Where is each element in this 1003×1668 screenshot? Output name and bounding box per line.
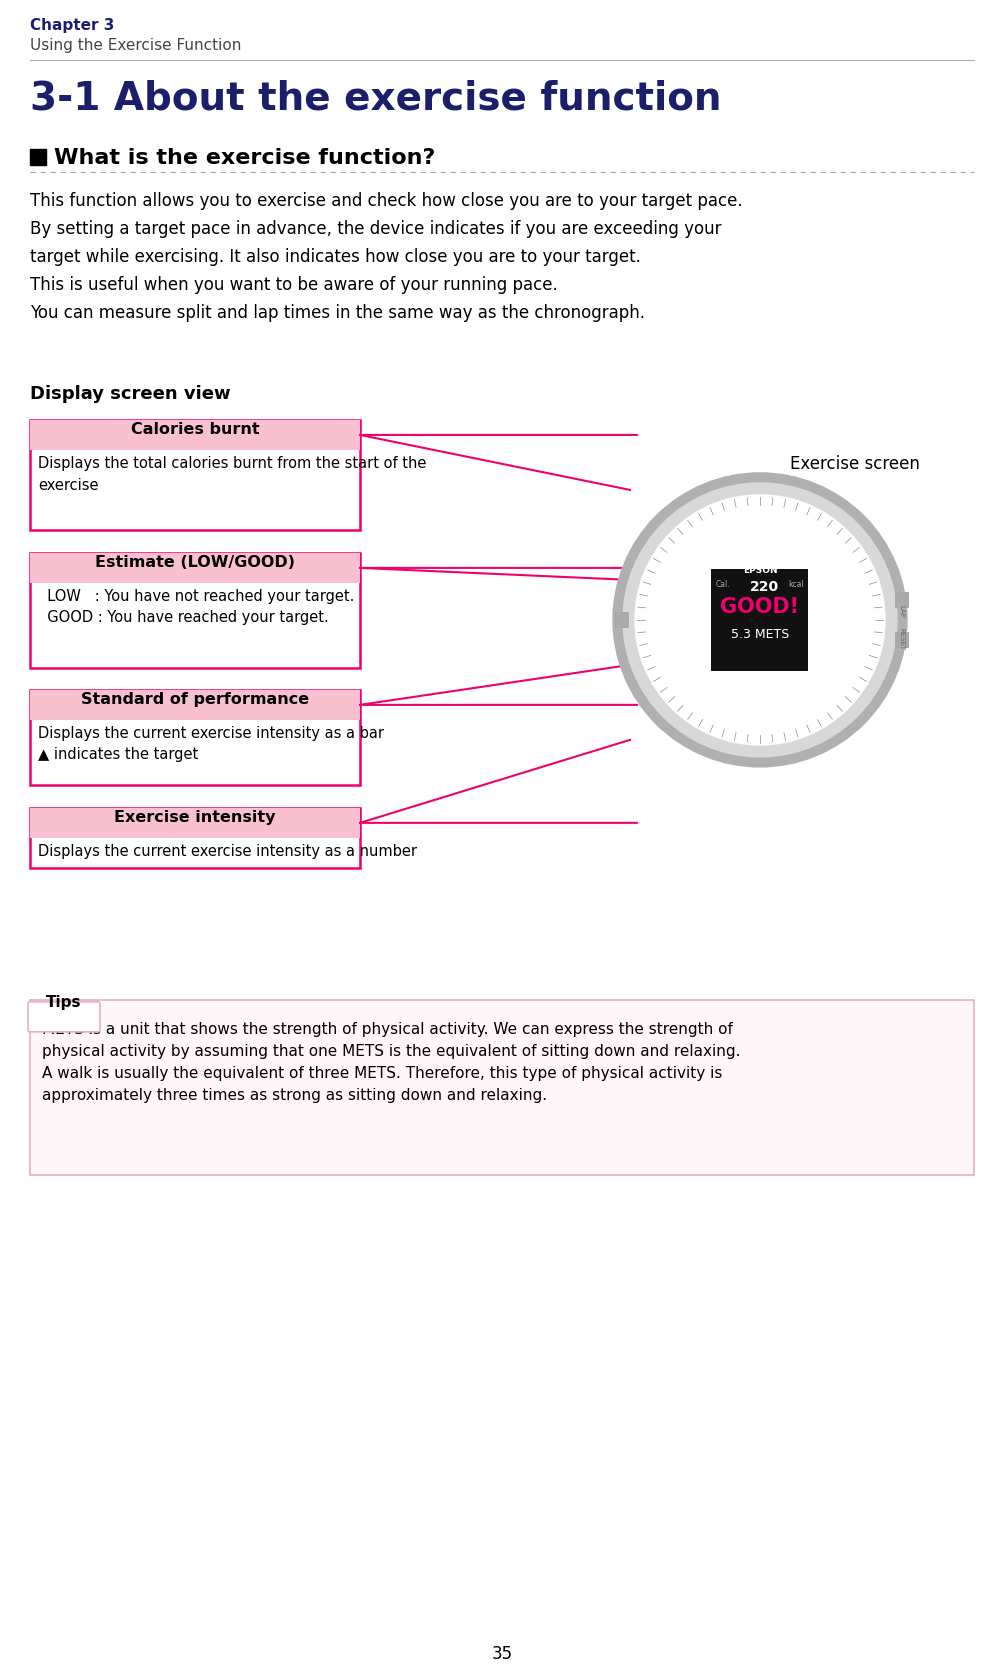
Text: By setting a target pace in advance, the device indicates if you are exceeding y: By setting a target pace in advance, the… <box>30 220 721 239</box>
Bar <box>30 420 360 450</box>
Circle shape <box>613 474 906 767</box>
Text: 35: 35 <box>490 1645 513 1663</box>
Circle shape <box>623 484 896 757</box>
Text: GOOD!: GOOD! <box>720 597 798 617</box>
Bar <box>30 691 360 786</box>
Bar <box>615 612 628 627</box>
Text: You can measure split and lap times in the same way as the chronograph.: You can measure split and lap times in t… <box>30 304 644 322</box>
Text: kcal: kcal <box>787 580 802 589</box>
Bar <box>30 420 360 530</box>
Text: METS is a unit that shows the strength of physical activity. We can express the : METS is a unit that shows the strength o… <box>42 1022 740 1104</box>
Text: 220: 220 <box>749 580 778 594</box>
Circle shape <box>634 495 884 746</box>
Text: Chapter 3: Chapter 3 <box>30 18 114 33</box>
Bar <box>30 999 973 1174</box>
Text: target while exercising. It also indicates how close you are to your target.: target while exercising. It also indicat… <box>30 249 640 265</box>
Text: Tips: Tips <box>46 994 81 1009</box>
Text: RESET: RESET <box>897 627 903 651</box>
Text: 3-1 About the exercise function: 3-1 About the exercise function <box>30 80 721 118</box>
Bar <box>894 632 908 647</box>
Text: This is useful when you want to be aware of your running pace.: This is useful when you want to be aware… <box>30 275 558 294</box>
Text: LOW   : You have not reached your target.
  GOOD : You have reached your target.: LOW : You have not reached your target. … <box>38 589 354 626</box>
Bar <box>30 807 360 837</box>
Text: Exercise screen: Exercise screen <box>789 455 919 474</box>
Text: Using the Exercise Function: Using the Exercise Function <box>30 38 241 53</box>
Text: LAP: LAP <box>897 605 903 617</box>
Text: Exercise intensity: Exercise intensity <box>114 811 276 826</box>
Text: What is the exercise function?: What is the exercise function? <box>54 148 435 168</box>
Text: Display screen view: Display screen view <box>30 385 231 404</box>
Bar <box>30 691 360 721</box>
FancyBboxPatch shape <box>28 1002 100 1032</box>
Bar <box>30 807 360 867</box>
Bar <box>30 148 46 165</box>
Text: Displays the current exercise intensity as a bar
▲ indicates the target: Displays the current exercise intensity … <box>38 726 383 762</box>
Bar <box>30 552 360 667</box>
Text: Standard of performance: Standard of performance <box>81 692 309 707</box>
Text: This function allows you to exercise and check how close you are to your target : This function allows you to exercise and… <box>30 192 742 210</box>
Text: Estimate (LOW/GOOD): Estimate (LOW/GOOD) <box>95 555 295 570</box>
Text: EPSON: EPSON <box>742 565 776 575</box>
Text: Displays the total calories burnt from the start of the
exercise: Displays the total calories burnt from t… <box>38 455 426 492</box>
Bar <box>30 552 360 582</box>
Text: Displays the current exercise intensity as a number: Displays the current exercise intensity … <box>38 844 416 859</box>
Text: Calories burnt: Calories burnt <box>130 422 259 437</box>
Bar <box>894 592 908 607</box>
FancyBboxPatch shape <box>711 569 807 671</box>
Text: 5.3 METS: 5.3 METS <box>730 627 788 641</box>
Text: Cal.: Cal. <box>715 580 730 589</box>
